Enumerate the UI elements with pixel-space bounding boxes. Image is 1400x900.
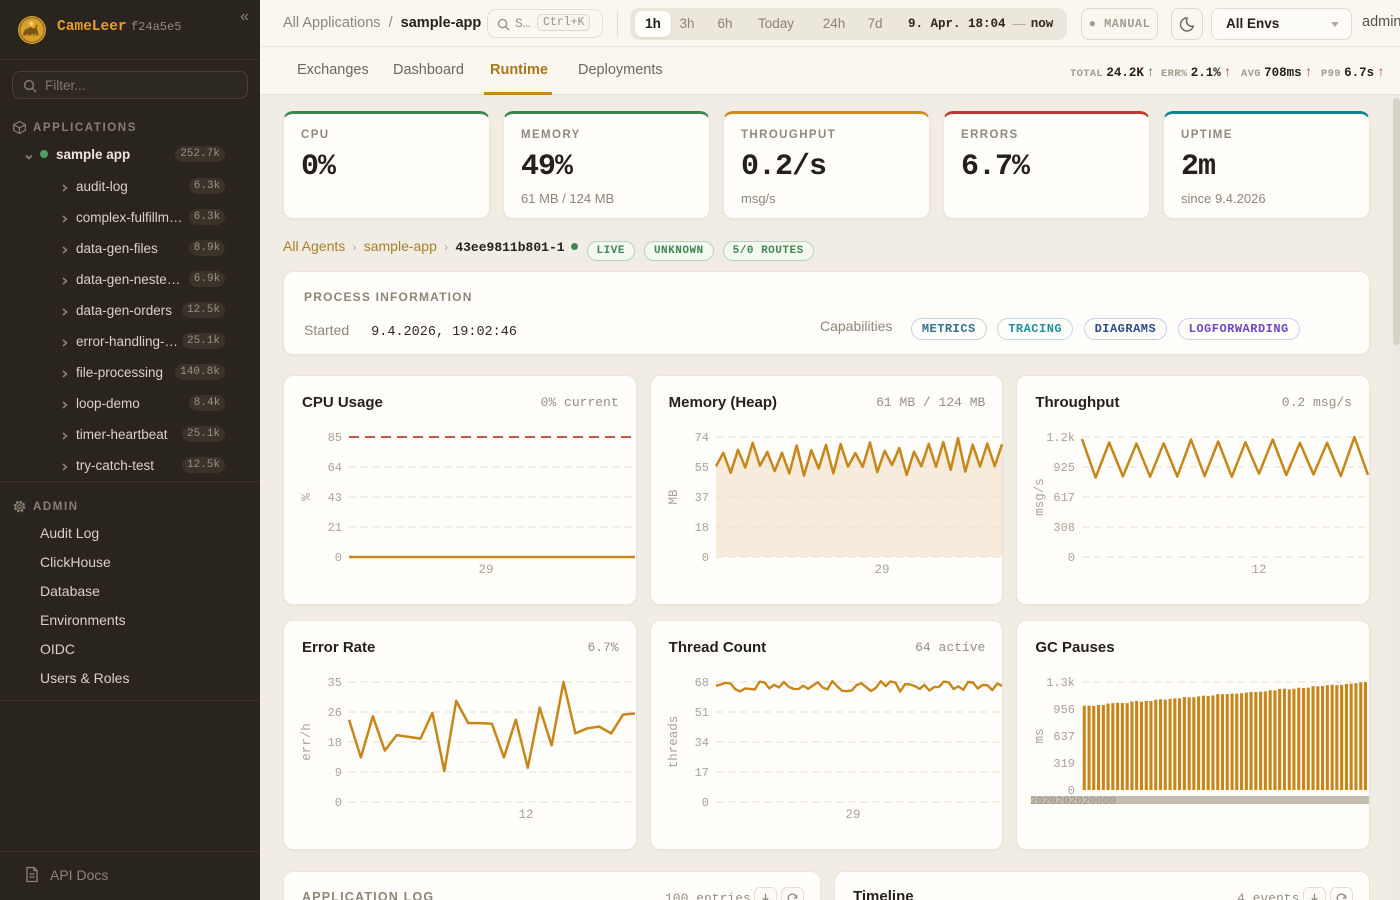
svg-text:0: 0 [701,551,708,565]
svg-text:85: 85 [328,431,342,445]
svg-text:0: 0 [1068,551,1075,565]
svg-text:ms: ms [1033,728,1047,743]
svg-text:29: 29 [478,563,493,577]
svg-text:55: 55 [694,461,708,475]
svg-text:2Θ2Θ2Θ2Θ2ΘΘΘΘ: 2Θ2Θ2Θ2Θ2ΘΘΘΘ [1030,796,1116,808]
svg-text:threads: threads [667,716,681,769]
svg-text:12: 12 [518,808,533,822]
svg-text:18: 18 [328,736,342,750]
svg-text:308: 308 [1054,521,1076,535]
svg-text:51: 51 [694,706,708,720]
svg-text:1.2k: 1.2k [1047,431,1076,445]
svg-text:64: 64 [328,461,342,475]
svg-text:43: 43 [328,491,342,505]
svg-text:74: 74 [694,431,708,445]
svg-text:0: 0 [335,551,342,565]
svg-text:18: 18 [694,521,708,535]
svg-text:12: 12 [1252,563,1267,577]
svg-text:1.3k: 1.3k [1047,676,1076,690]
svg-text:637: 637 [1054,730,1076,744]
svg-text:0: 0 [335,796,342,810]
svg-text:925: 925 [1054,461,1076,475]
svg-text:21: 21 [328,521,342,535]
svg-text:956: 956 [1054,703,1076,717]
svg-text:617: 617 [1054,491,1076,505]
svg-text:msg/s: msg/s [1033,478,1047,516]
svg-text:29: 29 [845,808,860,822]
svg-text:17: 17 [694,766,708,780]
svg-text:29: 29 [874,563,889,577]
svg-text:68: 68 [694,676,708,690]
svg-text:37: 37 [694,491,708,505]
svg-text:0: 0 [1068,784,1075,798]
svg-text:%: % [300,493,314,501]
svg-text:35: 35 [328,676,342,690]
svg-text:26: 26 [328,706,342,720]
svg-text:0: 0 [701,796,708,810]
svg-text:34: 34 [694,736,708,750]
svg-text:MB: MB [667,489,681,505]
svg-text:9: 9 [335,766,342,780]
svg-text:319: 319 [1054,757,1076,771]
svg-text:err/h: err/h [300,723,314,761]
